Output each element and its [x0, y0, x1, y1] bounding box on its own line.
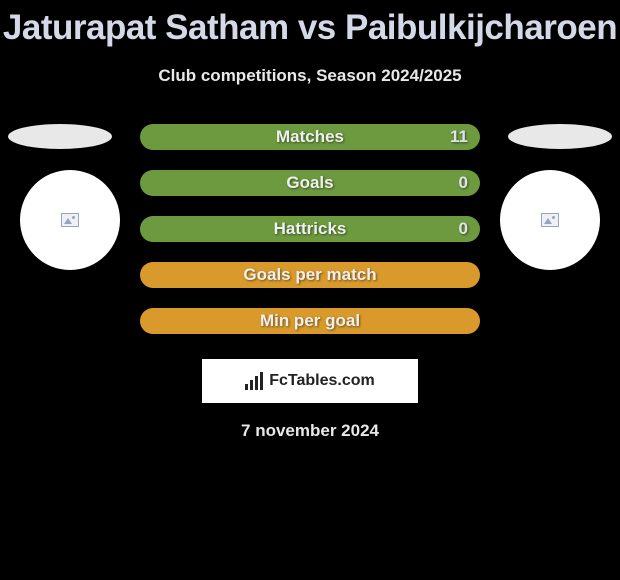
right-player-ellipse — [508, 124, 612, 149]
source-brand: FcTables.com — [269, 372, 375, 390]
stat-value: 11 — [450, 127, 468, 147]
image-placeholder-icon — [541, 213, 559, 227]
stat-label: Goals per match — [243, 265, 376, 285]
left-player-avatar — [20, 170, 120, 270]
stat-bar-min-per-goal: Min per goal — [140, 308, 480, 334]
stat-label: Matches — [276, 127, 344, 147]
footer-date: 7 november 2024 — [0, 421, 620, 441]
bars-logo-icon — [245, 372, 263, 390]
stat-label: Hattricks — [274, 219, 347, 239]
stat-label: Goals — [286, 173, 333, 193]
left-player-ellipse — [8, 124, 112, 149]
image-placeholder-icon — [61, 213, 79, 227]
comparison-content: Matches 11 Goals 0 Hattricks 0 Goals per… — [0, 124, 620, 354]
stat-bar-hattricks: Hattricks 0 — [140, 216, 480, 242]
source-badge: FcTables.com — [202, 359, 418, 403]
comparison-title: Jaturapat Satham vs Paibulkijcharoen — [0, 0, 620, 48]
right-player-avatar — [500, 170, 600, 270]
comparison-subtitle: Club competitions, Season 2024/2025 — [0, 66, 620, 86]
stat-bars: Matches 11 Goals 0 Hattricks 0 Goals per… — [140, 124, 480, 354]
stat-bar-goals-per-match: Goals per match — [140, 262, 480, 288]
stat-bar-matches: Matches 11 — [140, 124, 480, 150]
stat-value: 0 — [459, 173, 468, 193]
stat-value: 0 — [459, 219, 468, 239]
stat-label: Min per goal — [260, 311, 360, 331]
stat-bar-goals: Goals 0 — [140, 170, 480, 196]
